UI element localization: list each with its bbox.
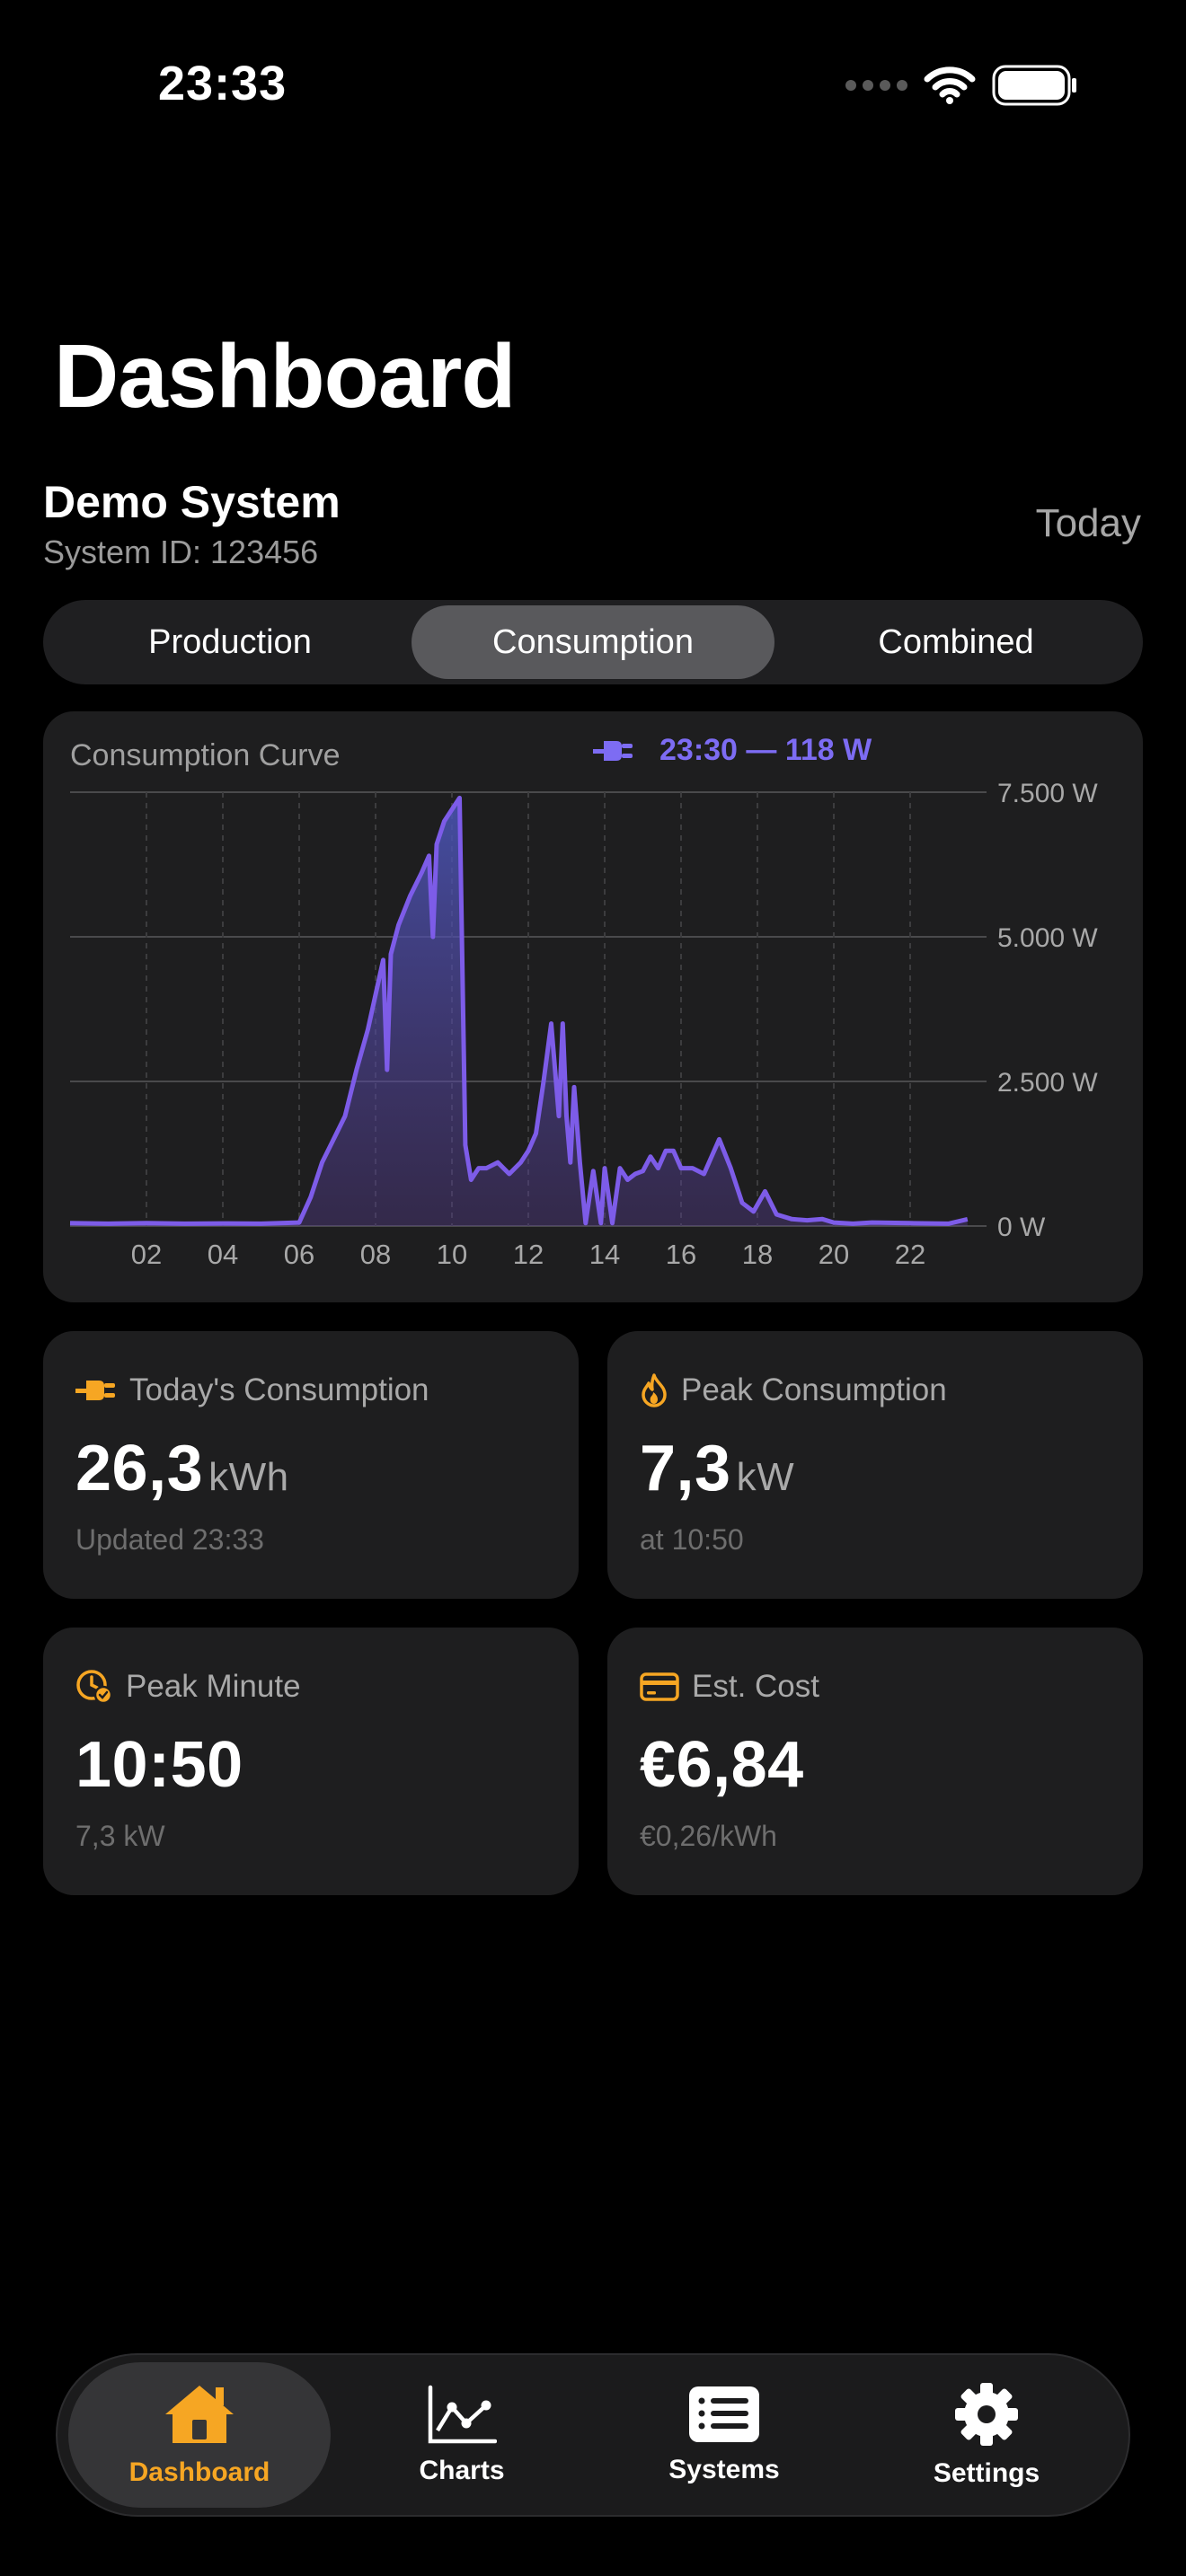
card-value: 7,3 kW (640, 1432, 794, 1505)
chart-x-tick-label: 12 (513, 1239, 544, 1270)
house-icon (165, 2386, 234, 2443)
card-title: Est. Cost (692, 1669, 819, 1704)
gear-icon (955, 2383, 1018, 2446)
tab-label: Systems (668, 2455, 780, 2484)
cellular-signal-icon (845, 80, 907, 91)
battery-icon (992, 65, 1076, 106)
tab-label: Dashboard (128, 2457, 270, 2487)
tab-dashboard[interactable]: Dashboard (68, 2362, 331, 2508)
peak-consumption-card[interactable]: Peak Consumption 7,3 kW at 10:50 (607, 1331, 1143, 1599)
card-subtitle: €0,26/kWh (640, 1820, 777, 1852)
card-value-unit: kW (736, 1455, 795, 1499)
chart-x-tick-label: 04 (208, 1239, 238, 1270)
chart-y-tick-label: 7.500 W (997, 779, 1098, 808)
tab-charts[interactable]: Charts (331, 2362, 593, 2508)
card-header: Peak Consumption (640, 1372, 947, 1408)
view-segmented-control: Production Consumption Combined (43, 600, 1143, 684)
card-title: Peak Minute (126, 1669, 301, 1704)
card-header: Est. Cost (640, 1669, 819, 1705)
page-title: Dashboard (54, 326, 516, 427)
chart-readout: 23:30 — 118 W (593, 733, 872, 768)
estimated-cost-card[interactable]: Est. Cost €6,84 €0,26/kWh (607, 1628, 1143, 1895)
segment-combined[interactable]: Combined (878, 622, 1034, 661)
clock-check-icon (76, 1670, 113, 1705)
flame-icon (642, 1373, 667, 1407)
plug-icon (75, 1381, 115, 1400)
plug-icon (593, 740, 633, 761)
card-header: Peak Minute (75, 1669, 301, 1705)
card-value-number: 26,3 (75, 1433, 204, 1504)
tab-label: Charts (419, 2456, 505, 2485)
chart-y-tick-label: 0 W (997, 1213, 1046, 1242)
chart-y-tick-label: 5.000 W (997, 923, 1098, 953)
tab-systems[interactable]: Systems (593, 2362, 855, 2508)
wifi-icon (924, 66, 976, 104)
todays-consumption-card[interactable]: Today's Consumption 26,3 kWh Updated 23:3… (43, 1331, 579, 1599)
chart-x-tick-label: 16 (666, 1239, 696, 1270)
credit-card-icon (640, 1672, 679, 1701)
chart-x-tick-label: 14 (589, 1239, 620, 1270)
consumption-chart[interactable]: 7.500 W 5.000 W 2.500 W 0 W 02 04 06 08 10 12 14 16… (43, 711, 1143, 1302)
system-name: Demo System (43, 477, 341, 527)
tab-bar: Dashboard Charts Systems (56, 2353, 1130, 2517)
card-value: 10:50 (75, 1729, 243, 1801)
chart-x-tick-label: 20 (819, 1239, 849, 1270)
status-indicators (845, 65, 1078, 106)
consumption-chart-card: 7.500 W 5.000 W 2.500 W 0 W 02 04 06 08 10 12 14 16… (43, 711, 1143, 1302)
chart-x-tick-label: 18 (742, 1239, 773, 1270)
chart-x-tick-label: 02 (131, 1239, 162, 1270)
card-header: Today's Consumption (75, 1372, 429, 1408)
chart-x-tick-label: 10 (437, 1239, 467, 1270)
chart-title: Consumption Curve (70, 738, 341, 772)
card-value-number: 7,3 (640, 1433, 731, 1504)
card-subtitle: at 10:50 (640, 1523, 744, 1556)
chart-x-tick-label: 08 (360, 1239, 391, 1270)
status-time: 23:33 (158, 57, 288, 110)
segment-consumption[interactable]: Consumption (412, 605, 774, 679)
chart-series-line (69, 795, 969, 1226)
card-value: €6,84 (640, 1729, 804, 1801)
card-value-unit: kWh (208, 1455, 289, 1499)
card-value: 26,3 kWh (75, 1432, 289, 1505)
line-chart-icon (428, 2385, 497, 2444)
chart-readout-value: 23:30 — 118 W (659, 733, 872, 767)
card-title: Peak Consumption (681, 1372, 947, 1407)
tab-settings[interactable]: Settings (855, 2362, 1118, 2508)
segment-production[interactable]: Production (148, 622, 312, 661)
system-id: System ID: 123456 (43, 534, 319, 570)
list-icon (689, 2386, 759, 2442)
card-subtitle: Updated 23:33 (75, 1523, 264, 1556)
chart-y-tick-label: 2.500 W (997, 1068, 1098, 1098)
chart-x-tick-label: 06 (284, 1239, 314, 1270)
card-title: Today's Consumption (129, 1372, 429, 1407)
period-selector[interactable]: Today (1035, 501, 1141, 545)
tab-label: Settings (933, 2458, 1040, 2488)
peak-minute-card[interactable]: Peak Minute 10:50 7,3 kW (43, 1628, 579, 1895)
card-subtitle: 7,3 kW (75, 1820, 165, 1852)
chart-x-tick-label: 22 (895, 1239, 925, 1270)
